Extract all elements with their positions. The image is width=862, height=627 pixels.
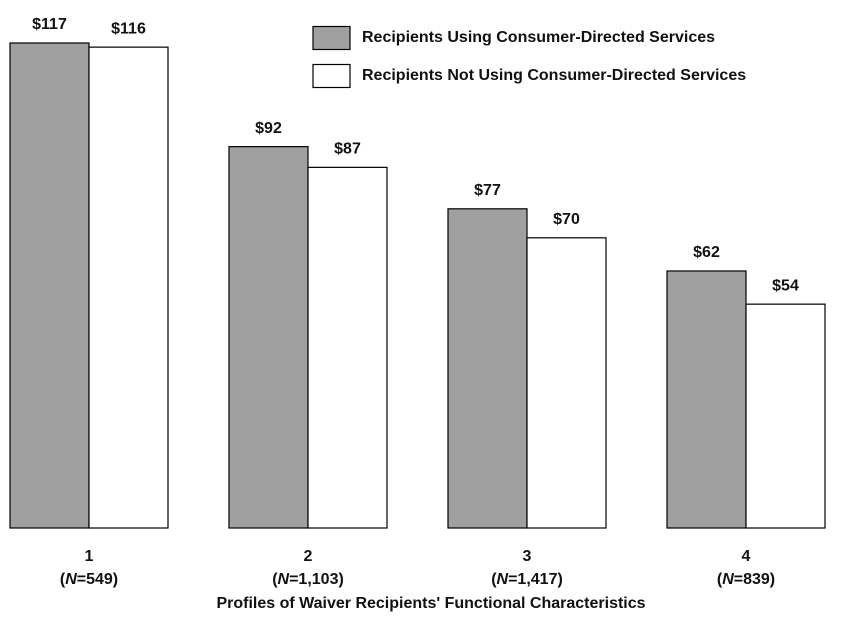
sublabel-part: ( <box>60 571 66 588</box>
bar <box>447 208 528 529</box>
sublabel-part: N <box>278 571 290 588</box>
value-label: $87 <box>334 141 361 158</box>
value-label: $77 <box>474 182 501 199</box>
x-axis-title: Profiles of Waiver Recipients' Functiona… <box>216 595 645 612</box>
sublabel-part: ( <box>717 571 723 588</box>
value-label: $92 <box>255 120 282 137</box>
bar <box>9 42 90 529</box>
sublabel-part: N <box>722 571 734 588</box>
bar <box>666 270 747 529</box>
sublabel-part: N <box>65 571 77 588</box>
bar <box>745 303 826 529</box>
x-tick-label: 2 <box>304 548 313 565</box>
value-label: $116 <box>111 20 146 37</box>
legend-label: Recipients Using Consumer-Directed Servi… <box>362 29 715 46</box>
sublabel-part: ( <box>491 571 497 588</box>
sublabel-part: =1,417) <box>508 571 563 588</box>
x-tick-sublabel: (N=839) <box>717 571 775 588</box>
sublabel-part: =839) <box>734 571 775 588</box>
bar <box>228 146 309 529</box>
bar <box>307 166 388 529</box>
bar <box>526 237 607 529</box>
sublabel-part: =549) <box>77 571 118 588</box>
sublabel-part: =1,103) <box>289 571 344 588</box>
bar <box>88 46 169 529</box>
sublabel-part: ( <box>272 571 278 588</box>
x-tick-sublabel: (N=1,417) <box>491 571 563 588</box>
value-label: $62 <box>693 244 720 261</box>
legend-label: Recipients Not Using Consumer-Directed S… <box>362 67 746 84</box>
x-tick-sublabel: (N=1,103) <box>272 571 344 588</box>
sublabel-part: N <box>497 571 509 588</box>
legend-swatch <box>312 63 351 89</box>
value-label: $70 <box>553 211 580 228</box>
value-label: $54 <box>772 277 799 294</box>
value-label: $117 <box>32 16 67 33</box>
legend-swatch <box>312 25 351 51</box>
x-tick-sublabel: (N=549) <box>60 571 118 588</box>
x-tick-label: 1 <box>85 548 94 565</box>
x-tick-label: 4 <box>742 548 751 565</box>
x-tick-label: 3 <box>523 548 532 565</box>
